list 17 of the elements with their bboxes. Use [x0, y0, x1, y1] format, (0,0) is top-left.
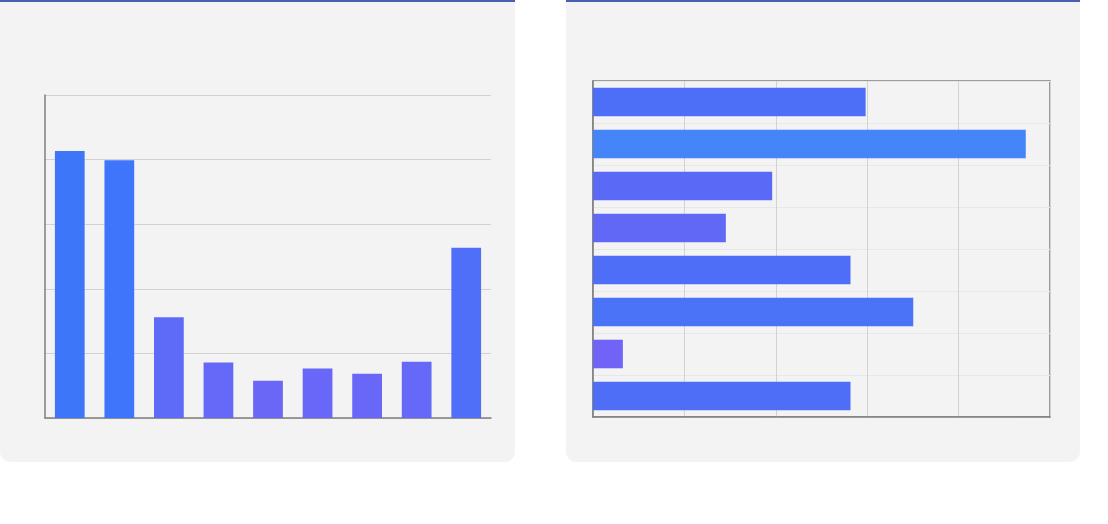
bar [253, 380, 283, 418]
bar [593, 129, 1026, 159]
bar [593, 381, 851, 411]
bar [54, 151, 85, 418]
bar [401, 361, 432, 418]
bar [593, 297, 914, 327]
bar [352, 373, 382, 418]
bar [302, 368, 333, 418]
bar [593, 339, 623, 369]
bar [104, 160, 135, 418]
bar [593, 171, 773, 201]
bar [203, 362, 234, 418]
bar [593, 255, 851, 285]
bar [593, 213, 726, 243]
bar [451, 247, 482, 418]
bar [154, 317, 184, 418]
bar [593, 87, 866, 117]
